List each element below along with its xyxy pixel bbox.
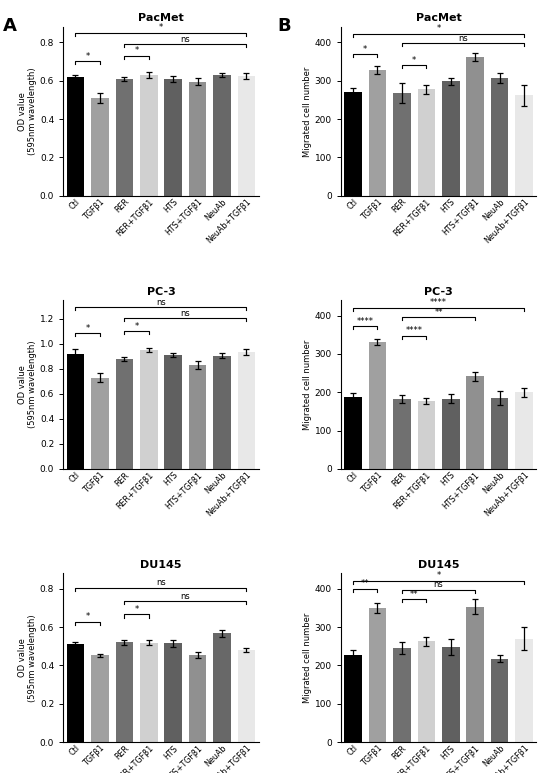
- Text: *: *: [159, 23, 163, 32]
- Bar: [417, 642, 435, 742]
- Text: ns: ns: [180, 309, 190, 318]
- Bar: [213, 356, 231, 469]
- Text: **: **: [434, 308, 443, 317]
- Text: *: *: [436, 571, 441, 581]
- Bar: [491, 659, 508, 742]
- Bar: [466, 376, 484, 469]
- Bar: [515, 638, 533, 742]
- Bar: [164, 643, 182, 742]
- Text: B: B: [278, 17, 292, 35]
- Text: ns: ns: [180, 592, 190, 601]
- Y-axis label: OD value
(595nm wavelength): OD value (595nm wavelength): [18, 67, 37, 155]
- Bar: [368, 608, 386, 742]
- Text: ns: ns: [156, 578, 166, 587]
- Bar: [442, 81, 460, 196]
- Y-axis label: OD value
(595nm wavelength): OD value (595nm wavelength): [18, 614, 37, 702]
- Title: PacMet: PacMet: [416, 13, 461, 23]
- Bar: [91, 378, 109, 469]
- Bar: [393, 649, 411, 742]
- Text: *: *: [86, 612, 90, 621]
- Bar: [466, 57, 484, 196]
- Y-axis label: OD value
(595nm wavelength): OD value (595nm wavelength): [18, 341, 37, 428]
- Title: PacMet: PacMet: [138, 13, 184, 23]
- Text: *: *: [363, 45, 367, 53]
- Title: DU145: DU145: [418, 560, 459, 570]
- Bar: [189, 655, 206, 742]
- Text: ns: ns: [458, 34, 468, 43]
- Bar: [442, 399, 460, 469]
- Bar: [189, 365, 206, 469]
- Bar: [442, 647, 460, 742]
- Y-axis label: Migrated cell number: Migrated cell number: [302, 66, 312, 157]
- Text: ****: ****: [430, 298, 447, 307]
- Bar: [368, 70, 386, 196]
- Bar: [140, 350, 157, 469]
- Text: *: *: [436, 24, 441, 33]
- Bar: [164, 79, 182, 196]
- Text: *: *: [134, 322, 139, 331]
- Bar: [67, 645, 84, 742]
- Bar: [417, 89, 435, 196]
- Text: *: *: [134, 46, 139, 56]
- Text: ns: ns: [180, 35, 190, 44]
- Text: **: **: [361, 580, 370, 588]
- Bar: [140, 75, 157, 196]
- Bar: [238, 76, 255, 196]
- Bar: [344, 655, 362, 742]
- Bar: [91, 98, 109, 196]
- Bar: [417, 401, 435, 469]
- Bar: [491, 398, 508, 469]
- Text: ****: ****: [357, 317, 374, 325]
- Y-axis label: Migrated cell number: Migrated cell number: [302, 612, 312, 703]
- Bar: [213, 633, 231, 742]
- Y-axis label: Migrated cell number: Migrated cell number: [302, 339, 312, 430]
- Text: A: A: [3, 17, 16, 35]
- Bar: [344, 92, 362, 196]
- Bar: [116, 359, 133, 469]
- Bar: [116, 79, 133, 196]
- Text: **: **: [410, 590, 419, 599]
- Bar: [238, 352, 255, 469]
- Bar: [393, 399, 411, 469]
- Text: ****: ****: [405, 326, 422, 335]
- Text: *: *: [412, 56, 416, 65]
- Text: *: *: [86, 52, 90, 61]
- Bar: [466, 607, 484, 742]
- Title: DU145: DU145: [140, 560, 182, 570]
- Text: *: *: [86, 324, 90, 333]
- Bar: [67, 354, 84, 469]
- Bar: [116, 642, 133, 742]
- Bar: [238, 650, 255, 742]
- Title: PC-3: PC-3: [424, 287, 453, 297]
- Title: PC-3: PC-3: [147, 287, 175, 297]
- Bar: [140, 643, 157, 742]
- Bar: [213, 75, 231, 196]
- Bar: [91, 656, 109, 742]
- Bar: [515, 392, 533, 469]
- Text: ns: ns: [433, 581, 443, 589]
- Text: ns: ns: [156, 298, 166, 307]
- Bar: [189, 82, 206, 196]
- Bar: [67, 77, 84, 196]
- Bar: [491, 78, 508, 196]
- Bar: [515, 95, 533, 196]
- Bar: [164, 356, 182, 469]
- Bar: [393, 93, 411, 196]
- Bar: [344, 397, 362, 469]
- Bar: [368, 342, 386, 469]
- Text: *: *: [134, 605, 139, 615]
